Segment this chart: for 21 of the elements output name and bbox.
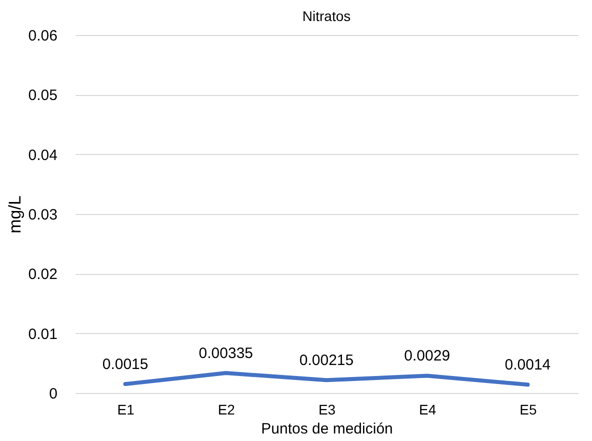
y-tick-label: 0.06 (28, 28, 58, 44)
data-label: 0.0015 (102, 356, 148, 374)
y-tick-label: 0.04 (28, 146, 58, 164)
data-label: 0.00215 (299, 352, 354, 370)
line-series (123, 371, 530, 387)
y-tick-label: 0 (49, 386, 58, 402)
data-label: 0.0014 (504, 356, 551, 374)
y-tick-label: 0.02 (28, 266, 58, 284)
x-axis-title: Puntos de medición (261, 420, 393, 438)
chart-title: Nitratos (302, 8, 351, 24)
x-tick-label: E2 (218, 402, 236, 418)
y-tick-label: 0.05 (28, 87, 58, 104)
y-tick-label: 0.03 (28, 206, 58, 224)
y-tick-label: 0.01 (28, 326, 58, 343)
x-tick-label: E4 (419, 402, 436, 418)
x-tick-label: E5 (520, 402, 537, 418)
data-label: 0.00335 (198, 345, 254, 362)
data-label: 0.0029 (404, 348, 450, 365)
y-axis-title: mg/L (5, 196, 24, 234)
x-tick-label: E3 (318, 402, 336, 418)
x-tick-label: E1 (117, 402, 135, 418)
